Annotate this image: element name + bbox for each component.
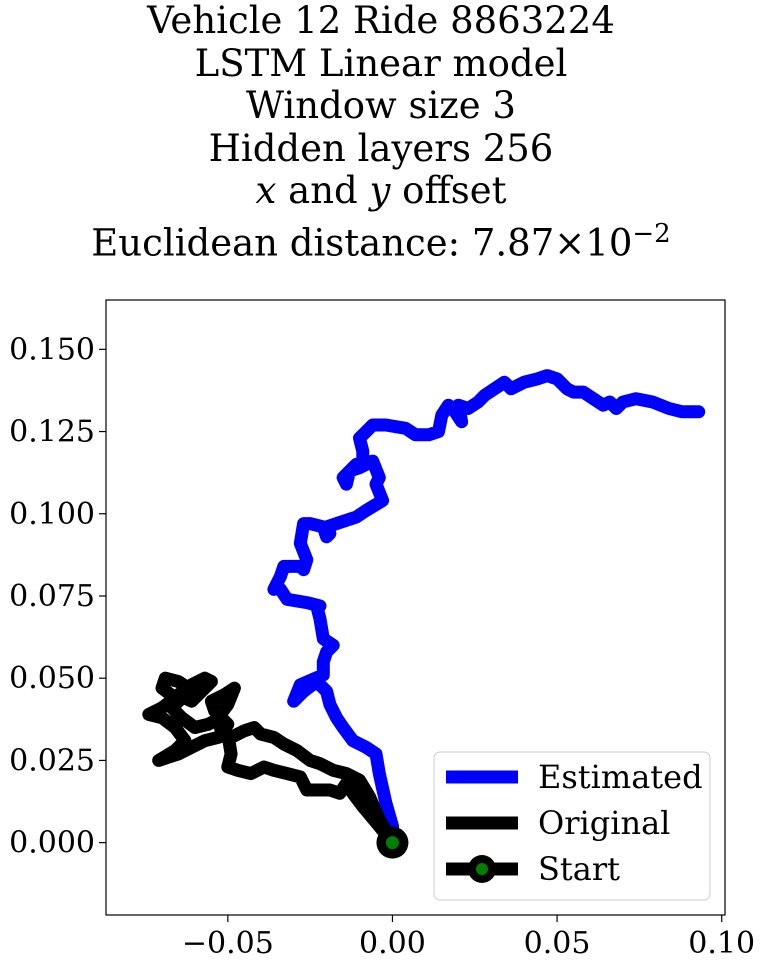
title-y-symbol: y	[369, 169, 391, 212]
x-tick-label: 0.05	[524, 926, 591, 961]
title-line-offset: x and y offset	[0, 169, 762, 213]
x-tick-label: 0.10	[688, 926, 755, 961]
x-tick-label: 0.00	[359, 926, 426, 961]
y-tick-label: 0.050	[9, 661, 95, 696]
y-tick-label: 0.125	[9, 415, 95, 450]
title-distance-base: 10	[585, 220, 633, 264]
y-tick-label: 0.150	[9, 332, 95, 367]
legend-start-marker-face	[476, 863, 488, 875]
plot-frame	[105, 299, 726, 916]
x-axis: −0.05 0.00 0.05 0.10	[182, 915, 755, 961]
title-distance-times: ×	[554, 220, 586, 264]
title-x-symbol: x	[255, 169, 277, 212]
title-line-window: Window size 3	[246, 84, 516, 127]
series-layer	[142, 369, 706, 859]
y-tick-label: 0.025	[9, 743, 95, 778]
legend: Estimated Original Start	[433, 751, 711, 901]
title-line-model: LSTM Linear model	[194, 41, 568, 85]
y-axis: 0.000 0.025 0.050 0.075 0.100 0.125 0.150	[9, 332, 106, 861]
title-distance-prefix: Euclidean distance:	[91, 220, 472, 264]
series-line-original	[142, 671, 399, 850]
chart-title: Vehicle 12 Ride 8863224 LSTM Linear mode…	[0, 0, 762, 264]
y-tick-label: 0.000	[9, 826, 95, 861]
title-line-ride: Vehicle 12 Ride 8863224	[147, 0, 615, 42]
start-marker-face	[385, 836, 399, 850]
legend-estimated-label: Estimated	[538, 758, 703, 796]
x-tick-label: −0.05	[182, 926, 274, 961]
y-tick-label: 0.100	[9, 497, 95, 532]
title-line-hidden: Hidden layers 256	[208, 126, 554, 170]
title-distance-mantissa: 7.87	[471, 220, 555, 264]
title-distance-exponent: −2	[632, 218, 671, 249]
title-and: and	[276, 169, 370, 212]
y-tick-label: 0.075	[9, 579, 95, 614]
title-line-distance: Euclidean distance: 7.87×10−2	[0, 213, 762, 265]
legend-start-label: Start	[538, 850, 620, 888]
title-offset-word: offset	[390, 169, 507, 212]
series-line-estimated	[267, 369, 706, 850]
legend-original-label: Original	[538, 804, 670, 842]
